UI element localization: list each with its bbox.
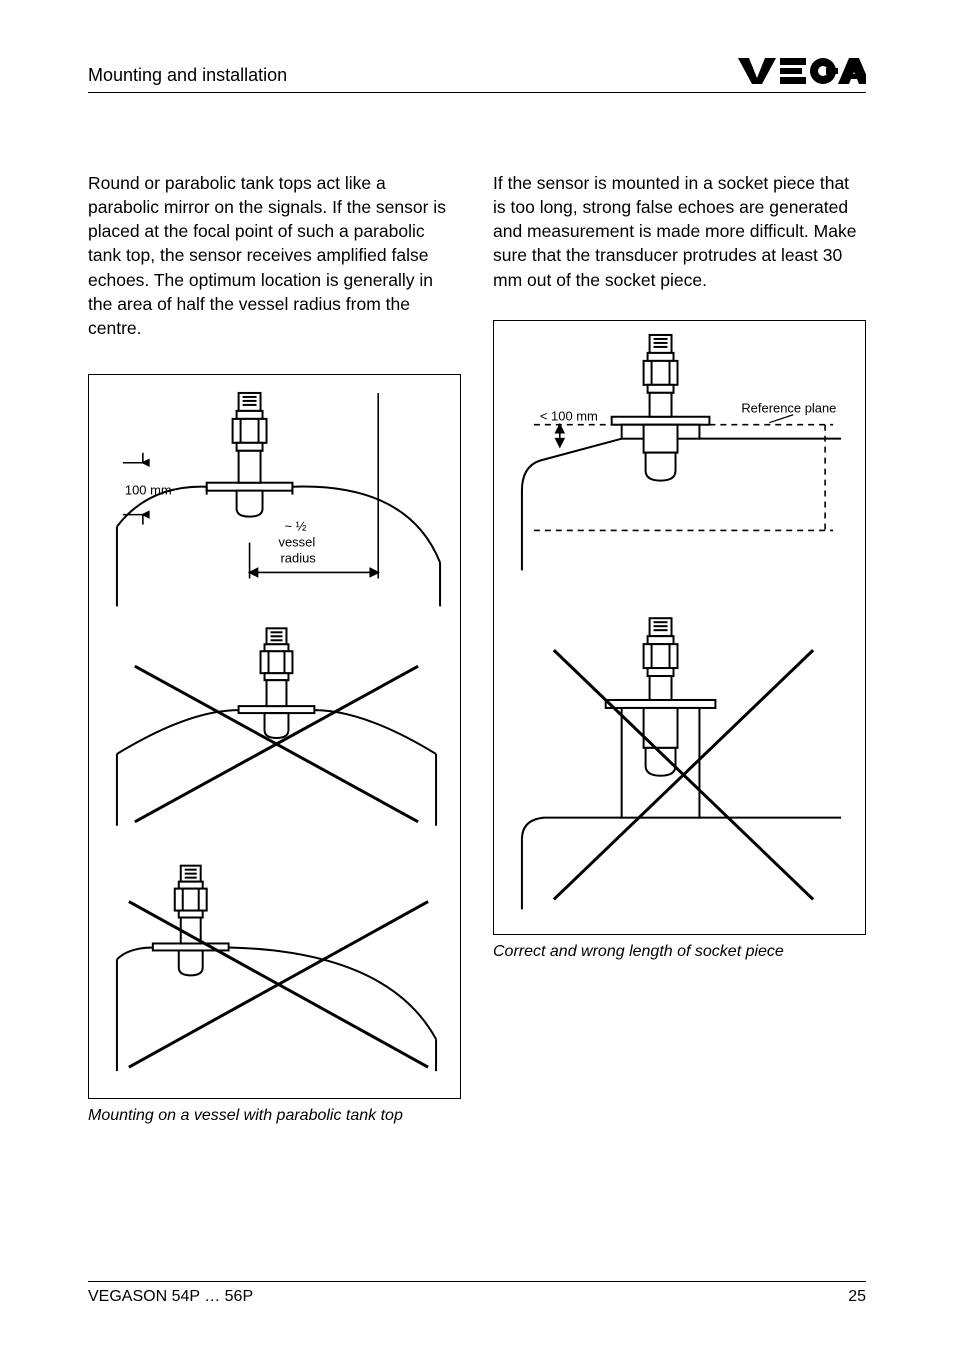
right-paragraph: If the sensor is mounted in a socket pie… bbox=[493, 171, 866, 292]
right-caption: Correct and wrong length of socket piece bbox=[493, 943, 866, 961]
content-columns: Round or parabolic tank tops act like a … bbox=[88, 171, 866, 1125]
label-refplane: Reference plane bbox=[741, 400, 836, 415]
doc-id: VEGASON 54P … 56P bbox=[88, 1288, 253, 1306]
left-caption: Mounting on a vessel with parabolic tank… bbox=[88, 1107, 461, 1125]
label-half-radius-3: radius bbox=[280, 550, 316, 565]
label-100mm: 100 mm bbox=[125, 483, 172, 498]
left-figure: 100 mm ~ ½ vessel radius bbox=[88, 374, 461, 1099]
label-half-radius-2: vessel bbox=[278, 535, 315, 550]
vega-logo bbox=[738, 56, 866, 86]
right-column: If the sensor is mounted in a socket pie… bbox=[493, 171, 866, 1125]
label-half-radius-1: ~ ½ bbox=[284, 519, 306, 534]
page: Mounting and installation Round or parab… bbox=[0, 0, 954, 1354]
label-lt100: < 100 mm bbox=[540, 408, 598, 423]
page-footer: VEGASON 54P … 56P 25 bbox=[88, 1281, 866, 1306]
left-paragraph: Round or parabolic tank tops act like a … bbox=[88, 171, 461, 340]
right-figure: < 100 mm Reference plane bbox=[493, 320, 866, 935]
page-header: Mounting and installation bbox=[88, 56, 866, 93]
section-title: Mounting and installation bbox=[88, 65, 287, 86]
left-column: Round or parabolic tank tops act like a … bbox=[88, 171, 461, 1125]
page-number: 25 bbox=[848, 1288, 866, 1306]
